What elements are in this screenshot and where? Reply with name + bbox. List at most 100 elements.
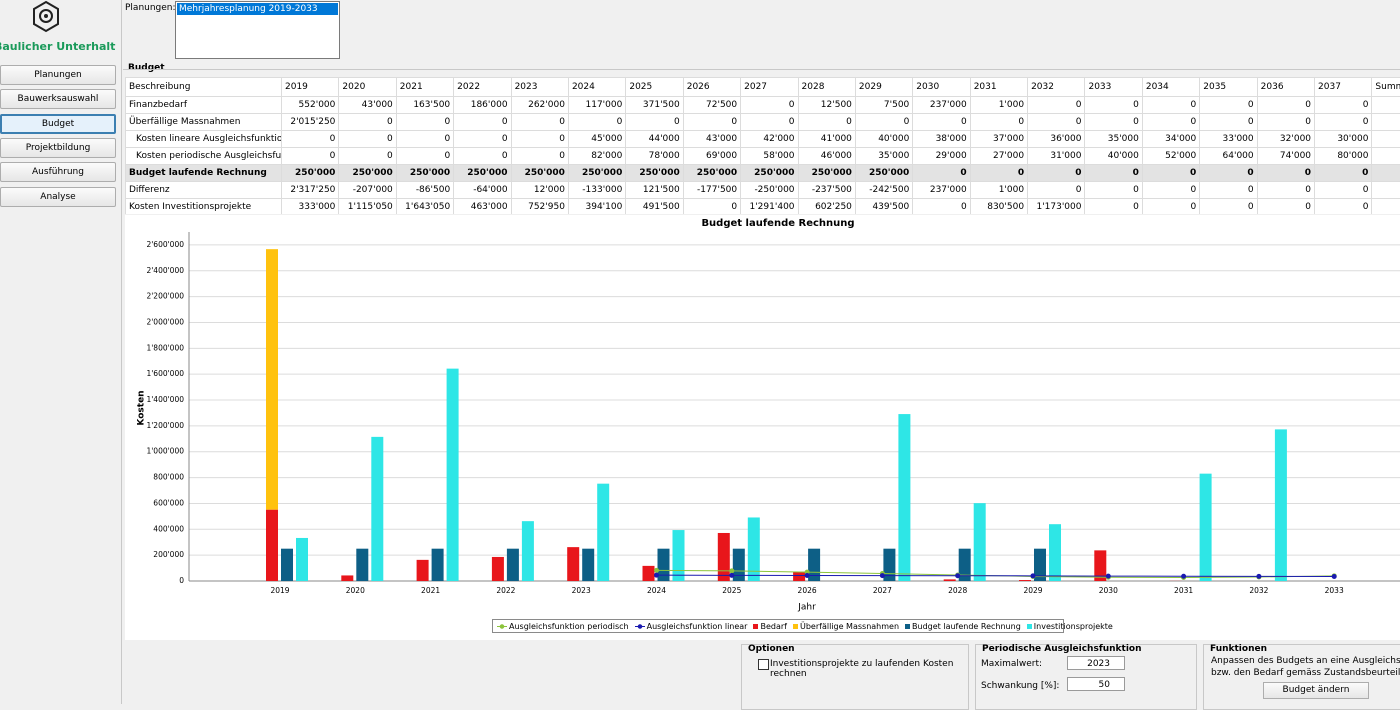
y-tick-label: 1'400'000 xyxy=(146,395,184,404)
panel-title: Periodische Ausgleichsfunktion xyxy=(982,644,1142,654)
legend-item[interactable]: Ausgleichsfunktion linear xyxy=(635,622,748,631)
bar xyxy=(944,579,956,581)
field-label: Schwankung [%]: xyxy=(981,681,1059,691)
bar xyxy=(296,538,308,581)
bar xyxy=(417,560,429,581)
checkbox-label: Investitionsprojekte zu laufenden Kosten… xyxy=(770,659,968,679)
bar xyxy=(281,549,293,581)
legend-swatch xyxy=(793,624,798,629)
line-marker xyxy=(1332,574,1337,579)
bar xyxy=(1200,474,1212,581)
legend-label: Budget laufende Rechnung xyxy=(912,622,1021,631)
bar xyxy=(898,414,910,581)
checkbox[interactable] xyxy=(758,659,769,670)
y-tick-label: 2'000'000 xyxy=(146,317,184,326)
y-tick-label: 400'000 xyxy=(153,524,184,533)
info-text: Anpassen des Budgets an eine Ausgleichsf… xyxy=(1211,656,1400,666)
legend-item[interactable]: Budget laufende Rechnung xyxy=(905,622,1021,631)
bar xyxy=(1049,524,1061,581)
legend-label: Überfällige Massnahmen xyxy=(800,622,899,631)
legend: Ausgleichsfunktion periodisch Ausgleichsf… xyxy=(492,619,1064,633)
x-tick-label: 2028 xyxy=(948,586,967,595)
y-tick-label: 2'600'000 xyxy=(146,240,184,249)
bar xyxy=(447,369,459,581)
x-tick-label: 2025 xyxy=(722,586,741,595)
x-tick-label: 2020 xyxy=(346,586,365,595)
legend-swatch xyxy=(1027,624,1032,629)
panel-title: Funktionen xyxy=(1210,644,1267,654)
spinner[interactable]: 2023 xyxy=(1067,656,1125,670)
legend-item[interactable]: Bedarf xyxy=(753,622,787,631)
legend-label: Ausgleichsfunktion periodisch xyxy=(509,622,629,631)
legend-item[interactable]: Überfällige Massnahmen xyxy=(793,622,899,631)
panel-title: Optionen xyxy=(748,644,795,654)
y-tick-label: 1'800'000 xyxy=(146,343,184,352)
legend-label: Bedarf xyxy=(760,622,787,631)
line-marker xyxy=(654,573,659,578)
bar xyxy=(1275,429,1287,581)
bar xyxy=(643,566,655,581)
legend-swatch xyxy=(497,624,507,629)
field-label: Maximalwert: xyxy=(981,659,1042,669)
x-tick-label: 2029 xyxy=(1023,586,1042,595)
bar xyxy=(718,533,730,581)
legend-swatch xyxy=(635,624,645,629)
chart: Budget laufende Rechnung0200'000400'0006… xyxy=(0,0,1400,640)
line-marker xyxy=(1181,574,1186,579)
bar xyxy=(507,549,519,581)
bar xyxy=(567,547,579,581)
bar xyxy=(793,572,805,581)
x-tick-label: 2023 xyxy=(572,586,591,595)
legend-swatch xyxy=(905,624,910,629)
y-tick-label: 1'200'000 xyxy=(146,421,184,430)
bar xyxy=(341,575,353,581)
bar xyxy=(974,503,986,581)
bar xyxy=(883,549,895,581)
y-tick-label: 1'000'000 xyxy=(146,447,184,456)
bar xyxy=(492,557,504,581)
info-text: bzw. den Bedarf gemäss Zustandsbeurteilu… xyxy=(1211,668,1400,678)
legend-item[interactable]: Investitionsprojekte xyxy=(1027,622,1113,631)
x-tick-label: 2031 xyxy=(1174,586,1193,595)
y-axis-label: Kosten xyxy=(137,390,147,425)
bar xyxy=(522,521,534,581)
line-marker xyxy=(654,568,659,573)
line-marker xyxy=(729,568,734,573)
bar xyxy=(1019,580,1031,581)
y-tick-label: 2'200'000 xyxy=(146,292,184,301)
bar xyxy=(658,549,670,581)
x-tick-label: 2026 xyxy=(798,586,817,595)
legend-item[interactable]: Ausgleichsfunktion periodisch xyxy=(497,622,629,631)
y-tick-label: 2'400'000 xyxy=(146,266,184,275)
chart-title: Budget laufende Rechnung xyxy=(701,218,854,229)
line-marker xyxy=(729,573,734,578)
bar xyxy=(266,249,278,509)
x-tick-label: 2022 xyxy=(496,586,515,595)
x-tick-label: 2027 xyxy=(873,586,892,595)
line-marker xyxy=(1031,573,1036,578)
x-axis-label: Jahr xyxy=(797,603,816,613)
bar xyxy=(808,549,820,581)
bar xyxy=(356,549,368,581)
functions-panel: Funktionen Anpassen des Budgets an eine … xyxy=(1203,644,1400,710)
line-marker xyxy=(1256,574,1261,579)
bar xyxy=(597,484,609,581)
bar xyxy=(371,437,383,581)
line-marker xyxy=(805,573,810,578)
y-tick-label: 600'000 xyxy=(153,498,184,507)
x-tick-label: 2033 xyxy=(1325,586,1344,595)
legend-label: Ausgleichsfunktion linear xyxy=(647,622,748,631)
periodic-panel: Periodische Ausgleichsfunktion Maximalwe… xyxy=(975,644,1197,710)
x-tick-label: 2019 xyxy=(270,586,289,595)
budget-button[interactable]: Budget ändern xyxy=(1263,682,1369,699)
y-tick-label: 800'000 xyxy=(153,473,184,482)
line-marker xyxy=(955,573,960,578)
x-tick-label: 2024 xyxy=(647,586,666,595)
x-tick-label: 2030 xyxy=(1099,586,1118,595)
legend-swatch xyxy=(753,624,758,629)
bar xyxy=(673,530,685,581)
bar xyxy=(582,549,594,581)
spinner[interactable]: 50 xyxy=(1067,677,1125,691)
y-tick-label: 0 xyxy=(179,576,184,585)
